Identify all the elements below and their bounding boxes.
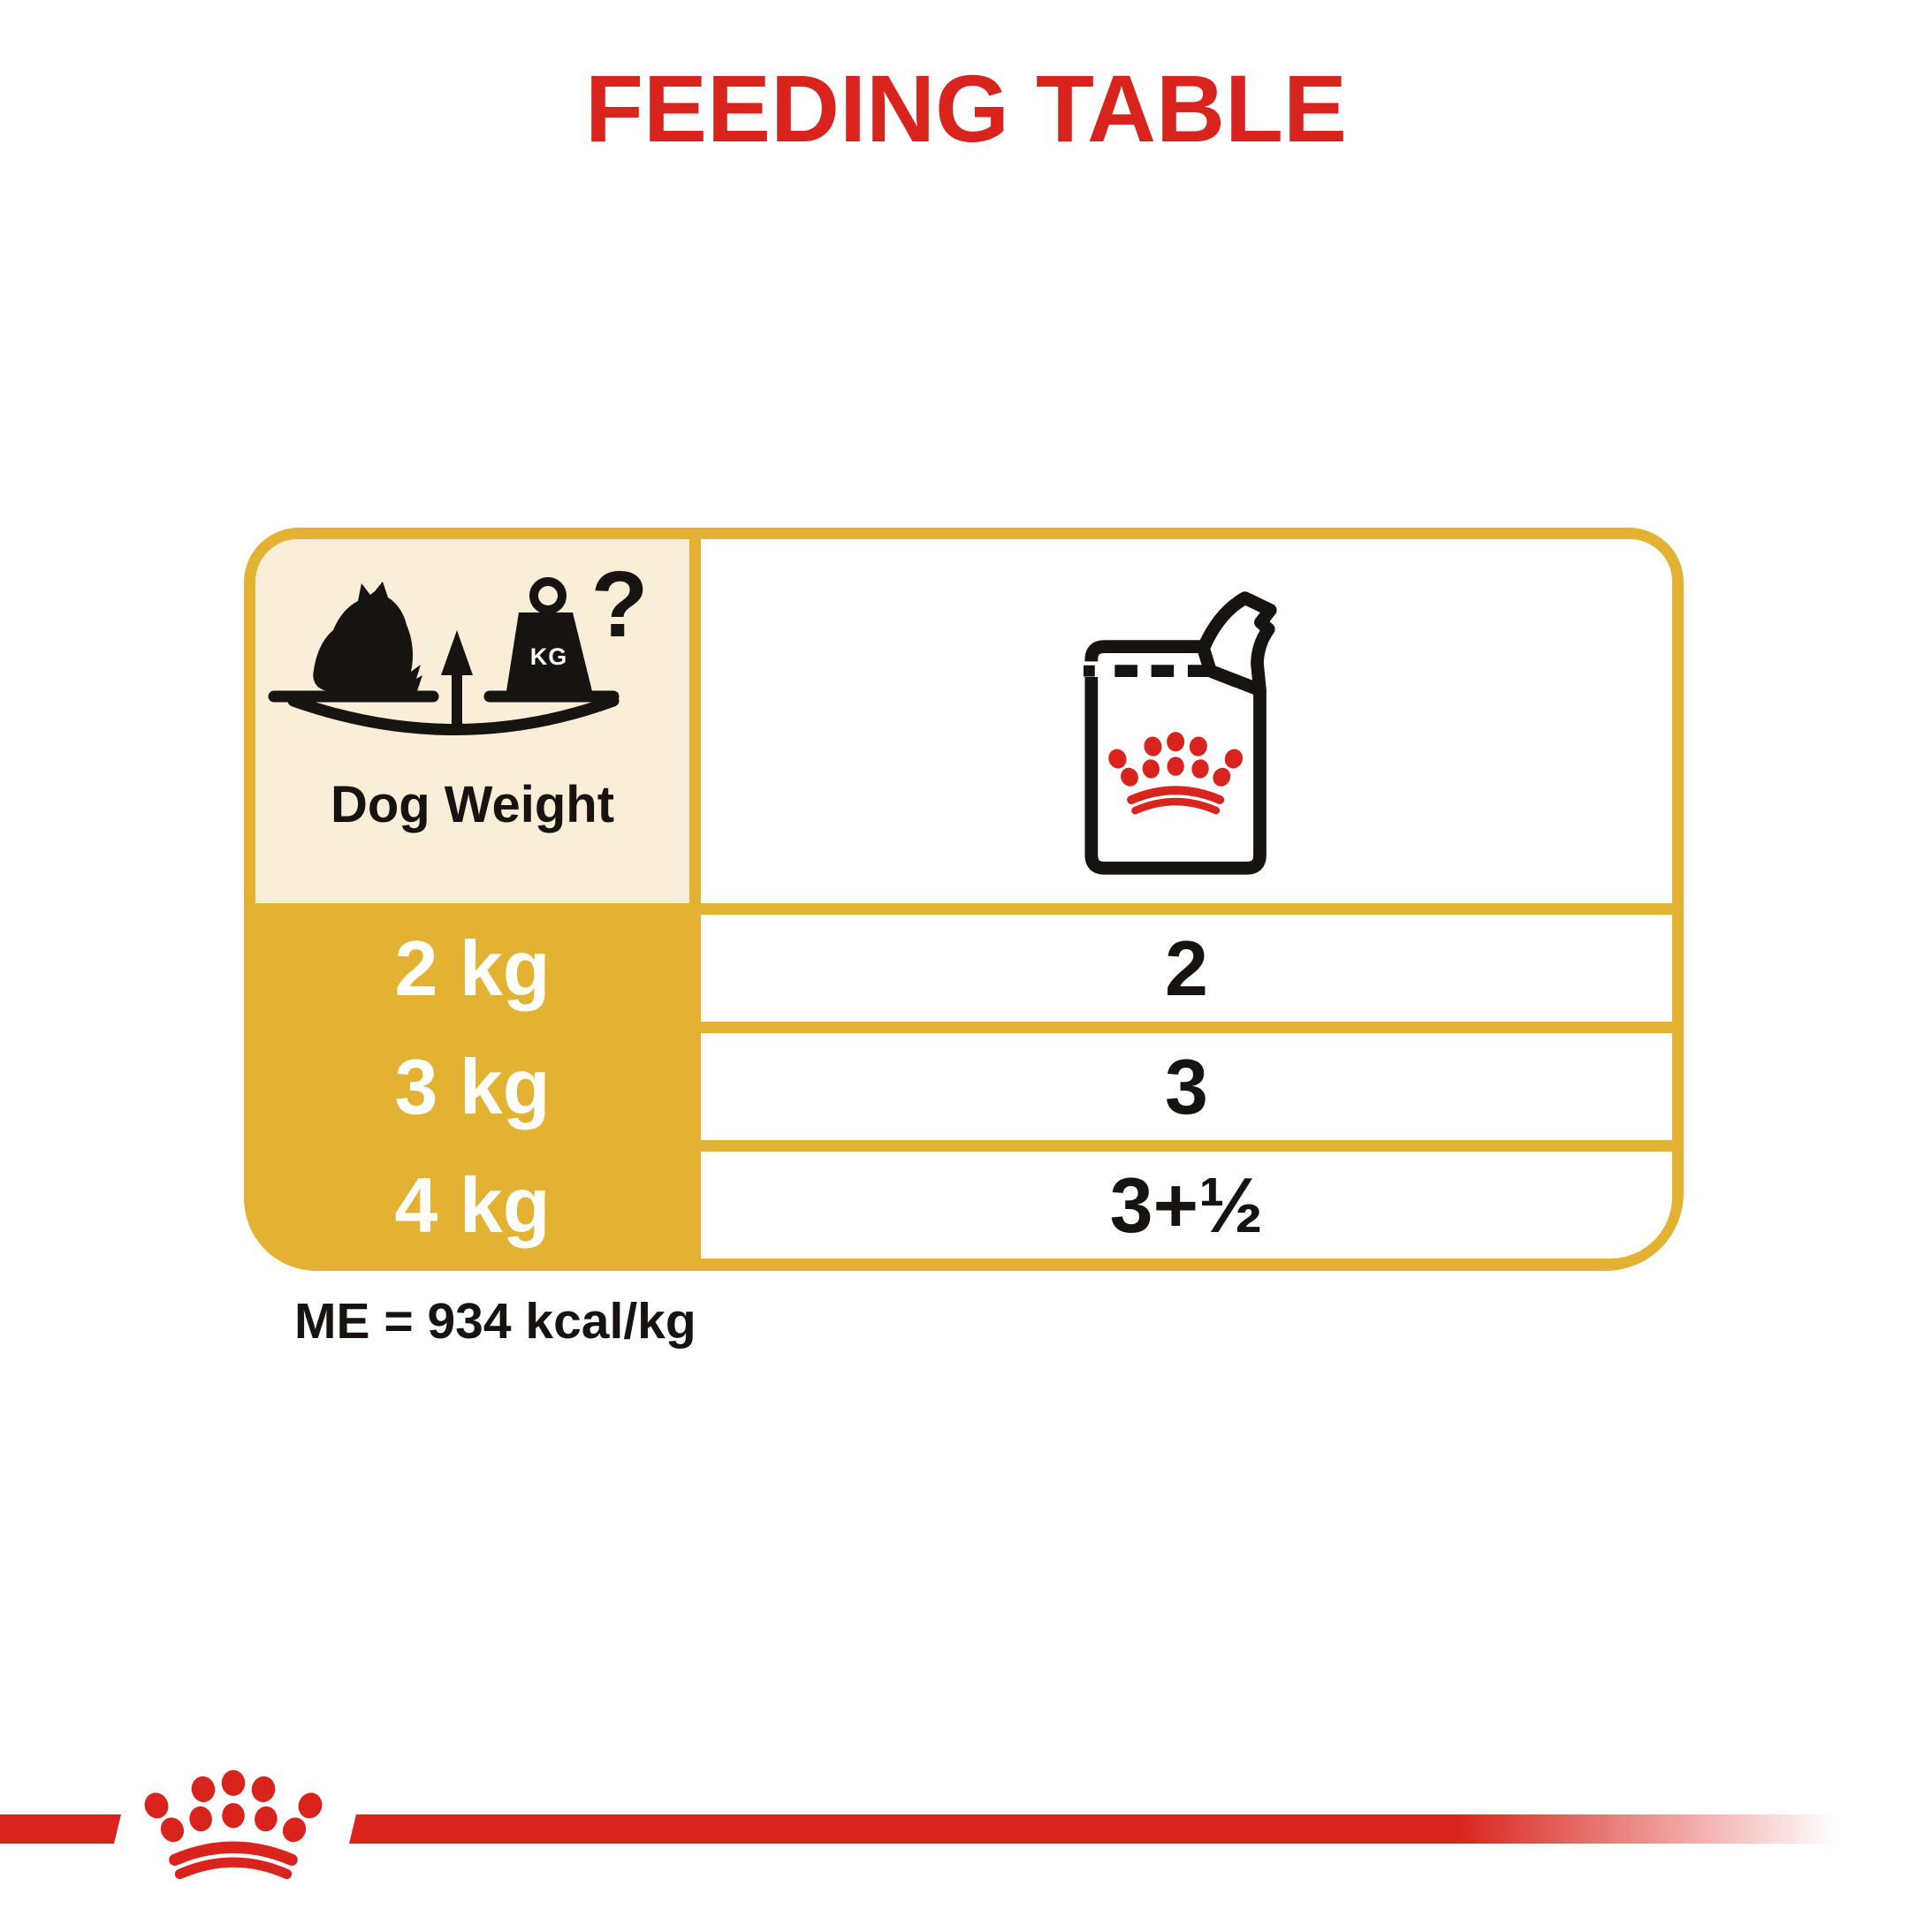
table-row: 3 (701, 1033, 1672, 1140)
pouch-count-cell: 2 (1165, 924, 1208, 1012)
page-title: FEEDING TABLE (585, 55, 1347, 162)
dog-weight-header-cell (255, 539, 689, 903)
brand-stripe-left (0, 1814, 121, 1844)
weight-cell: 2 kg (394, 924, 551, 1012)
crown-logo-icon (1106, 732, 1245, 810)
royal-canin-crown-logo (141, 1768, 325, 1886)
pouch-body (1084, 640, 1266, 875)
dog-weight-scale-icon: KG ? (268, 557, 645, 735)
brand-stripe-right (349, 1814, 1932, 1844)
dog-icon (313, 582, 422, 691)
dog-weight-label: Dog Weight (330, 776, 615, 833)
feeding-table: KG ? Dog Weight 2 3 3+½ 2 kg 3 kg 4 kg (244, 528, 1684, 1271)
table-row: 3+½ (701, 1152, 1672, 1259)
weight-cell: 4 kg (394, 1160, 551, 1249)
pouch-count-cell: 3+½ (1109, 1160, 1264, 1249)
kg-weight-handle (529, 577, 567, 614)
kg-weight-label: KG (530, 643, 568, 670)
kg-weight-icon (506, 612, 592, 691)
weight-cell: 3 kg (394, 1042, 551, 1130)
food-pouch-icon (1084, 591, 1277, 875)
question-mark: ? (591, 557, 645, 657)
up-arrow-head (441, 630, 473, 675)
pouch-count-cell: 3 (1165, 1042, 1208, 1130)
table-row: 2 (701, 915, 1672, 1022)
pouch-flap (1197, 591, 1277, 697)
pouch-header-cell (701, 539, 1672, 903)
me-kcal-footnote: ME = 934 kcal/kg (294, 1293, 696, 1350)
